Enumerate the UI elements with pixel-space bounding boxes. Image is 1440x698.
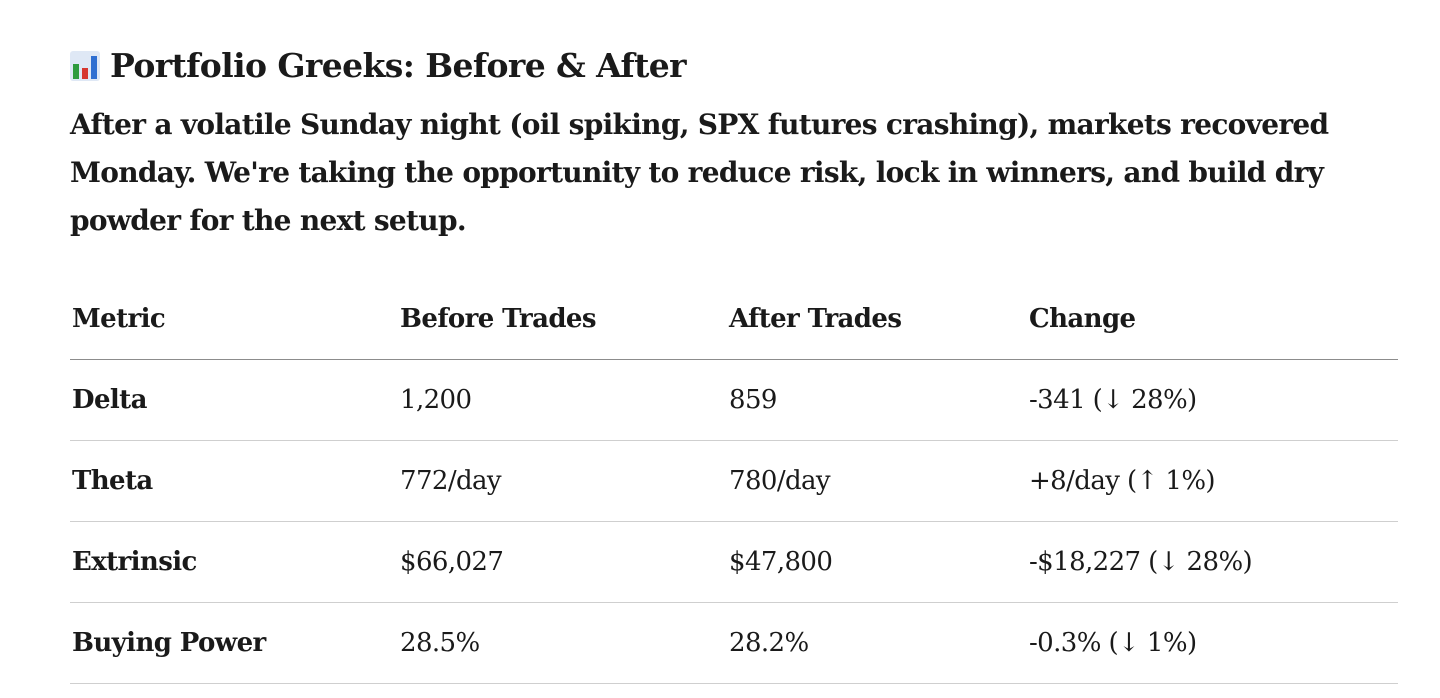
change-cell: -0.3% (↓ 1%) — [1027, 602, 1398, 684]
after-cell: 780/day — [727, 440, 1027, 522]
metric-cell: Delta — [70, 359, 398, 441]
table-row: Theta 772/day 780/day +8/day (↑ 1%) — [70, 440, 1398, 522]
bar-chart-icon — [70, 51, 100, 81]
metric-cell: Buying Power — [70, 602, 398, 684]
column-header-before: Before Trades — [398, 279, 727, 360]
column-header-metric: Metric — [70, 279, 398, 360]
before-cell: 1,200 — [398, 359, 727, 441]
article-section: Portfolio Greeks: Before & After After a… — [70, 40, 1398, 684]
after-cell: 28.2% — [727, 602, 1027, 684]
before-cell: 28.5% — [398, 602, 727, 684]
change-cell: +8/day (↑ 1%) — [1027, 440, 1398, 522]
metric-cell: Extrinsic — [70, 521, 398, 603]
table-row: Buying Power 28.5% 28.2% -0.3% (↓ 1%) — [70, 602, 1398, 684]
table-row: Delta 1,200 859 -341 (↓ 28%) — [70, 359, 1398, 441]
before-cell: $66,027 — [398, 521, 727, 603]
after-cell: $47,800 — [727, 521, 1027, 603]
table-row: Extrinsic $66,027 $47,800 -$18,227 (↓ 28… — [70, 521, 1398, 603]
intro-paragraph: After a volatile Sunday night (oil spiki… — [70, 108, 1329, 237]
metric-cell: Theta — [70, 440, 398, 522]
greeks-table: Metric Before Trades After Trades Change… — [70, 279, 1398, 684]
change-cell: -341 (↓ 28%) — [1027, 359, 1398, 441]
change-cell: -$18,227 (↓ 28%) — [1027, 521, 1398, 603]
before-cell: 772/day — [398, 440, 727, 522]
column-header-after: After Trades — [727, 279, 1027, 360]
after-cell: 859 — [727, 359, 1027, 441]
table-header-row: Metric Before Trades After Trades Change — [70, 279, 1398, 360]
column-header-change: Change — [1027, 279, 1398, 360]
page-title: Portfolio Greeks: Before & After — [110, 46, 687, 85]
title-row: Portfolio Greeks: Before & After — [70, 40, 1398, 92]
